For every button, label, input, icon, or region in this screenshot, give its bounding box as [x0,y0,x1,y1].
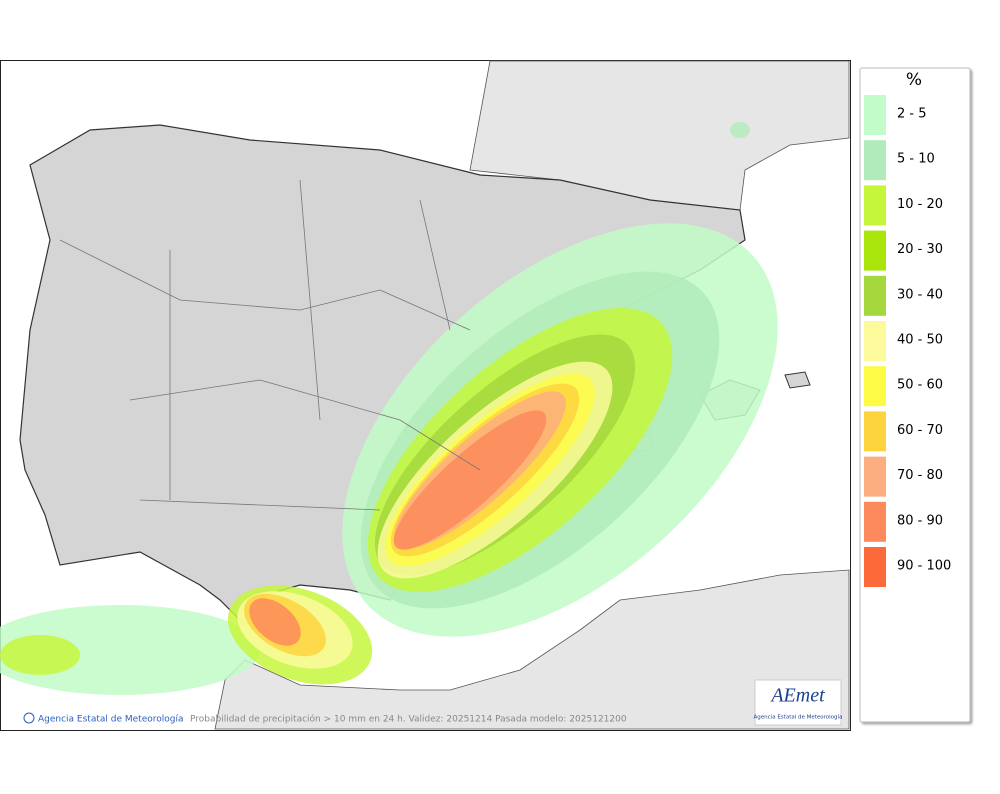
legend-swatch [864,185,886,226]
logo: AEmet [769,685,825,707]
legend-label: 20 - 30 [897,242,943,257]
legend-swatch [864,321,886,361]
probability-area [393,410,547,550]
france [469,60,850,211]
logo-box [754,679,842,726]
credit: Agencia Estatal de Meteorología [38,715,184,725]
legend-swatch [864,95,886,135]
probability-area [0,605,260,695]
legend-label: 90 - 100 [897,559,951,574]
logo-subtitle: Agencia Estatal de Meteorología [754,714,843,721]
legend-label: 5 - 10 [897,152,935,167]
legend-swatch [864,140,886,181]
region-borders [59,179,481,511]
legend-items: 2 - 5 5 - 10 10 - 20 20 - 30 30 - 40 40 - 50 5… [864,95,951,587]
legend-swatch [864,275,886,316]
copyright-icon [23,712,35,724]
legend-swatch [864,456,886,497]
legend-title: % [906,70,922,90]
legend-label: 40 - 50 [897,333,943,348]
legend-label: 10 - 20 [897,197,943,212]
probability-area [249,598,301,646]
caption: Probabilidad de precipitación > 10 mm en… [190,714,627,725]
legend-swatch [864,501,886,542]
legend-swatch [864,547,886,587]
legend-swatch [864,411,886,452]
africa [214,569,850,730]
probability-area [0,635,80,675]
legend-swatch [864,230,886,271]
legend-label: 60 - 70 [897,423,943,438]
legend-label: 30 - 40 [897,287,943,302]
legend-label: 80 - 90 [897,513,943,528]
legend-swatch [864,366,886,407]
legend-label: 50 - 60 [897,378,943,393]
legend-label: 70 - 80 [897,468,943,483]
probability-area [730,122,750,138]
legend [859,67,971,723]
precipitation [0,122,778,695]
legend-label: 2 - 5 [897,107,927,122]
